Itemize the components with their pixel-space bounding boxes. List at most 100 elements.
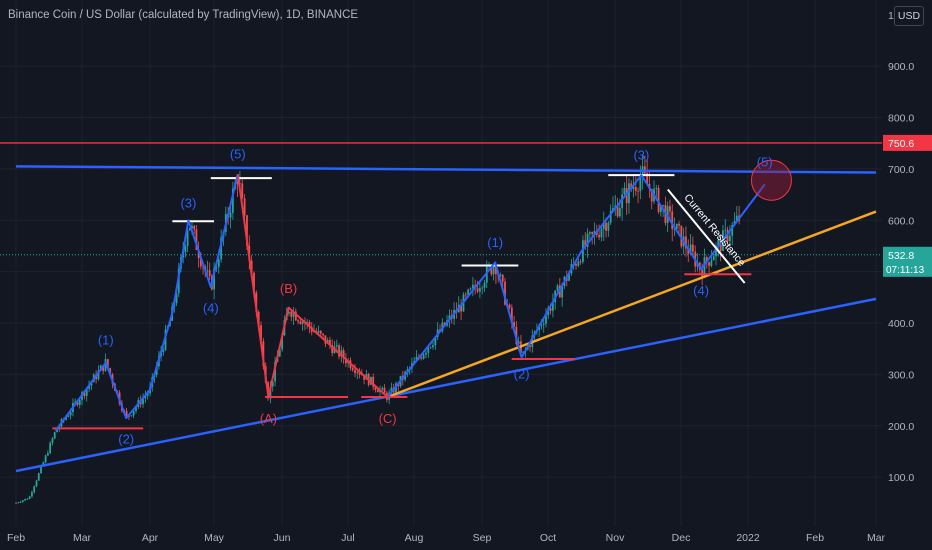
candle-body	[299, 321, 302, 324]
candle-body	[685, 236, 687, 249]
candle-body	[322, 333, 325, 336]
candle-body	[301, 321, 304, 324]
candle-body	[427, 347, 430, 353]
candle-body	[102, 365, 105, 371]
candle-body	[31, 492, 33, 497]
candle-body	[146, 393, 149, 396]
upper-blue-line	[15, 165, 877, 174]
candle-body	[593, 231, 596, 235]
x-tick-label: Feb	[7, 532, 25, 544]
candle-body	[724, 229, 727, 231]
candle-body	[529, 345, 531, 348]
candle-body	[206, 270, 209, 272]
candle-body	[381, 387, 384, 390]
x-tick-label: Aug	[405, 532, 424, 544]
candle-body	[184, 246, 187, 253]
candle-body	[708, 262, 710, 266]
candle-body	[420, 357, 423, 359]
candle-body	[646, 173, 649, 184]
candle-body	[24, 498, 27, 501]
y-tick-label: 100.0	[888, 472, 914, 484]
candle-body	[241, 183, 244, 199]
candle-body	[186, 230, 189, 247]
resistance-price-label: 750.6	[888, 138, 914, 150]
candle-body	[231, 188, 234, 213]
candle-body	[278, 349, 281, 357]
candle-body	[338, 345, 340, 357]
wave-label: (4)	[203, 301, 219, 316]
candle-body	[628, 183, 630, 204]
candle-body	[132, 410, 135, 416]
candle-body	[618, 208, 621, 217]
candle-body	[26, 498, 29, 500]
candle-body	[735, 215, 738, 222]
candle-body	[591, 232, 594, 235]
wave-path	[54, 173, 239, 432]
candle-body	[494, 266, 497, 275]
wave-label: (3)	[633, 148, 649, 163]
candle-body	[297, 320, 299, 322]
candle-body	[213, 268, 216, 290]
x-tick-label: Jun	[274, 532, 291, 544]
candle-body	[246, 215, 248, 246]
candle-body	[715, 245, 717, 257]
candle-body	[15, 502, 17, 504]
candle-body	[78, 400, 81, 405]
x-axis: Feb Mar Apr May Jun Jul Aug Sep Oct Nov Dec 2022 Feb…	[7, 532, 886, 544]
candle-body	[501, 274, 504, 282]
x-tick-label: Jul	[341, 532, 354, 544]
candle-body	[85, 388, 88, 397]
last-price-tag	[883, 246, 932, 277]
candle-body	[630, 183, 633, 190]
candle-body	[607, 222, 610, 231]
candle-body	[710, 260, 713, 266]
candle-body	[467, 289, 470, 295]
candle-body	[549, 307, 552, 311]
candle-body	[469, 288, 472, 290]
candle-body	[460, 304, 463, 312]
candle-body	[281, 335, 284, 350]
candle-body	[335, 345, 338, 347]
candle-body	[703, 257, 706, 277]
candle-body	[292, 311, 295, 317]
candle-body	[351, 368, 354, 371]
candle-body	[609, 210, 612, 223]
candle-body	[51, 438, 54, 443]
candle-body	[363, 374, 366, 380]
candle-body	[586, 233, 589, 247]
candle-body	[40, 466, 42, 474]
candle-body	[719, 240, 722, 251]
candle-body	[308, 321, 311, 327]
x-tick-label: Mar	[73, 532, 92, 544]
candle-body	[106, 359, 109, 369]
candle-body	[290, 311, 293, 317]
x-tick-label: 2022	[736, 532, 760, 544]
orange-trendline	[387, 210, 877, 399]
y-tick-label: 400.0	[888, 318, 914, 330]
candle-body	[21, 500, 24, 502]
wave-label: (2)	[118, 432, 134, 447]
candle-body	[691, 244, 694, 252]
lower-blue-line	[15, 297, 877, 473]
candle-body	[490, 265, 493, 275]
candle-body	[616, 205, 619, 217]
candle-body	[513, 322, 516, 327]
candle-body	[372, 376, 375, 387]
candle-body	[53, 432, 56, 439]
candle-body	[208, 270, 211, 277]
target-circle	[750, 159, 792, 201]
candle-body	[306, 321, 309, 323]
candle-body	[390, 387, 393, 393]
candle-body	[356, 372, 359, 374]
wave-label: (C)	[379, 411, 397, 426]
candle-body	[422, 354, 425, 359]
candle-body	[632, 186, 635, 190]
candle-body	[220, 237, 223, 260]
candle-body	[492, 266, 495, 275]
candle-body	[662, 205, 665, 206]
candle-body	[705, 257, 708, 263]
candle-body	[675, 223, 678, 229]
currency-button[interactable]: USD	[894, 6, 924, 26]
last-price-label: 532.8	[888, 250, 914, 262]
